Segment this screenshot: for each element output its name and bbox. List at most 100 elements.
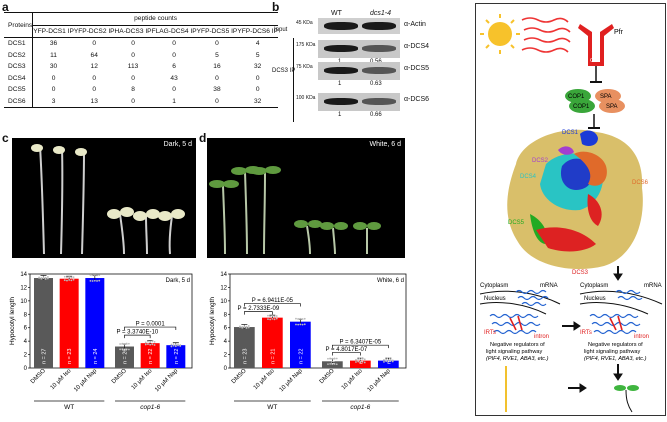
table-cell: 0 bbox=[196, 95, 238, 108]
significance-bracket bbox=[124, 334, 151, 339]
plot-frame bbox=[229, 273, 407, 369]
data-point bbox=[387, 359, 390, 362]
data-point bbox=[40, 277, 43, 280]
data-point bbox=[123, 348, 126, 351]
right-cell-diagram bbox=[579, 289, 663, 335]
light-rays-icon bbox=[521, 17, 571, 53]
n-label: n = 22 bbox=[148, 349, 154, 364]
bar bbox=[234, 327, 255, 368]
x-tick-label: DMSO bbox=[111, 368, 128, 385]
table-cell: 64 bbox=[90, 51, 98, 59]
data-point bbox=[385, 358, 388, 361]
plot-frame bbox=[29, 273, 193, 369]
table-cell: 13 bbox=[73, 95, 115, 108]
data-point bbox=[46, 276, 49, 278]
table-cell: 0 bbox=[215, 40, 219, 48]
seedling-drawing bbox=[209, 166, 381, 255]
y-tick-label: 14 bbox=[20, 272, 27, 278]
right-nucleus-label: Nucleus bbox=[584, 296, 606, 302]
left-cell-diagram bbox=[479, 289, 561, 335]
data-point bbox=[125, 348, 128, 351]
data-point bbox=[174, 343, 177, 346]
dcs5-label: DCS5 bbox=[508, 220, 525, 226]
blot-quant-value: 1 bbox=[338, 112, 342, 118]
right-intron-label: intron bbox=[634, 334, 649, 340]
white-bar-chart: White, 6 d 0 2 4 6 8 10 12 14 Hypocotyl length n =… bbox=[198, 260, 410, 417]
x-tick-label: DMSO bbox=[319, 368, 336, 385]
data-point bbox=[335, 357, 338, 360]
table-cell: 0 bbox=[172, 51, 176, 59]
group-label: cop1-6 bbox=[350, 404, 370, 411]
data-point bbox=[93, 274, 96, 276]
data-point bbox=[295, 317, 297, 320]
data-point bbox=[297, 323, 300, 326]
left-mrna-label: mRNA bbox=[540, 283, 558, 289]
y-tick-label: 6 bbox=[24, 326, 28, 332]
bar bbox=[34, 278, 53, 368]
peptide-count-table: Proteins peptide counts YFP-DCS1 IP YFP-D… bbox=[4, 12, 278, 108]
data-point bbox=[301, 323, 304, 326]
blot-antibody-label: α-DCS5 bbox=[404, 65, 430, 72]
table-cell: 1 bbox=[151, 95, 197, 108]
data-point bbox=[147, 340, 149, 343]
dark-chart-svg: Dark, 5 d 0 2 4 6 8 10 12 14 Hypocotyl length n = … bbox=[9, 272, 193, 411]
group-label: WT bbox=[64, 404, 74, 411]
data-point bbox=[174, 345, 177, 348]
c-term-label: C bbox=[590, 58, 594, 64]
dcs1-label: DCS1 bbox=[562, 130, 579, 136]
data-point bbox=[355, 358, 357, 361]
dark-bar-chart: Dark, 5 d 0 2 4 6 8 10 12 14 Hypocotyl length n = … bbox=[0, 260, 196, 417]
n-label: n = 26 bbox=[122, 349, 128, 364]
dcs3-label: DCS3 bbox=[572, 270, 589, 276]
data-point bbox=[299, 317, 302, 320]
blot-band bbox=[324, 45, 358, 52]
data-point bbox=[66, 276, 68, 279]
blot-quant-value: 0.63 bbox=[370, 81, 382, 87]
right-cytoplasm-label: Cytoplasm bbox=[580, 283, 608, 289]
table-cell: 0 bbox=[92, 74, 97, 82]
y-axis-label: Hypocotyl length bbox=[209, 297, 216, 345]
data-point bbox=[271, 314, 274, 317]
data-point bbox=[271, 317, 274, 320]
data-point bbox=[363, 358, 366, 361]
column-header: YFP-DCS5 IP bbox=[196, 25, 238, 38]
photo-condition-label: Dark, 5 d bbox=[163, 141, 192, 148]
data-point bbox=[303, 317, 306, 320]
row-name: DCS3 bbox=[8, 63, 26, 71]
data-point bbox=[98, 279, 101, 282]
blot-kda-label: 100 KDa bbox=[296, 95, 316, 101]
table-row: DCS3 30 12 113 6 16 32 bbox=[4, 61, 278, 73]
chart-title: Dark, 5 d bbox=[166, 278, 190, 284]
table-cell: 32 bbox=[237, 95, 278, 108]
data-point bbox=[70, 279, 73, 282]
group-label: WT bbox=[267, 404, 277, 411]
data-point bbox=[273, 318, 276, 321]
left-cytoplasm-label: Cytoplasm bbox=[480, 283, 508, 289]
blot-kda-label: 175 KDa bbox=[296, 42, 316, 48]
x-tick-label: DMSO bbox=[231, 368, 248, 385]
x-tick-label: 10 μM Nap bbox=[154, 368, 180, 394]
data-point bbox=[331, 357, 334, 360]
data-point bbox=[359, 358, 362, 361]
table-cell: 0 bbox=[32, 84, 74, 96]
table-cell: 12 bbox=[90, 63, 98, 71]
data-point bbox=[269, 315, 272, 318]
p-value-label: P = 6.9411E-05 bbox=[252, 298, 294, 304]
data-point bbox=[149, 343, 152, 346]
table-cell: 4 bbox=[255, 40, 260, 48]
blot-antibody-label: α-DCS6 bbox=[404, 96, 430, 103]
data-point bbox=[391, 359, 394, 362]
data-point bbox=[66, 279, 68, 282]
column-header: YFP-DCS6 IP bbox=[237, 25, 278, 38]
data-point bbox=[170, 345, 173, 348]
data-point bbox=[170, 343, 173, 346]
significance-bracket bbox=[244, 311, 273, 315]
left-text-3: (PIF4, RVE1, ABA3, etc.) bbox=[486, 356, 549, 362]
group-label: cop1-6 bbox=[140, 404, 160, 411]
data-point bbox=[93, 279, 96, 282]
left-irts-label: IRTs bbox=[484, 330, 496, 336]
y-tick-label: 12 bbox=[20, 285, 27, 291]
data-point bbox=[357, 358, 360, 361]
data-point bbox=[329, 362, 332, 365]
data-point bbox=[385, 360, 388, 363]
